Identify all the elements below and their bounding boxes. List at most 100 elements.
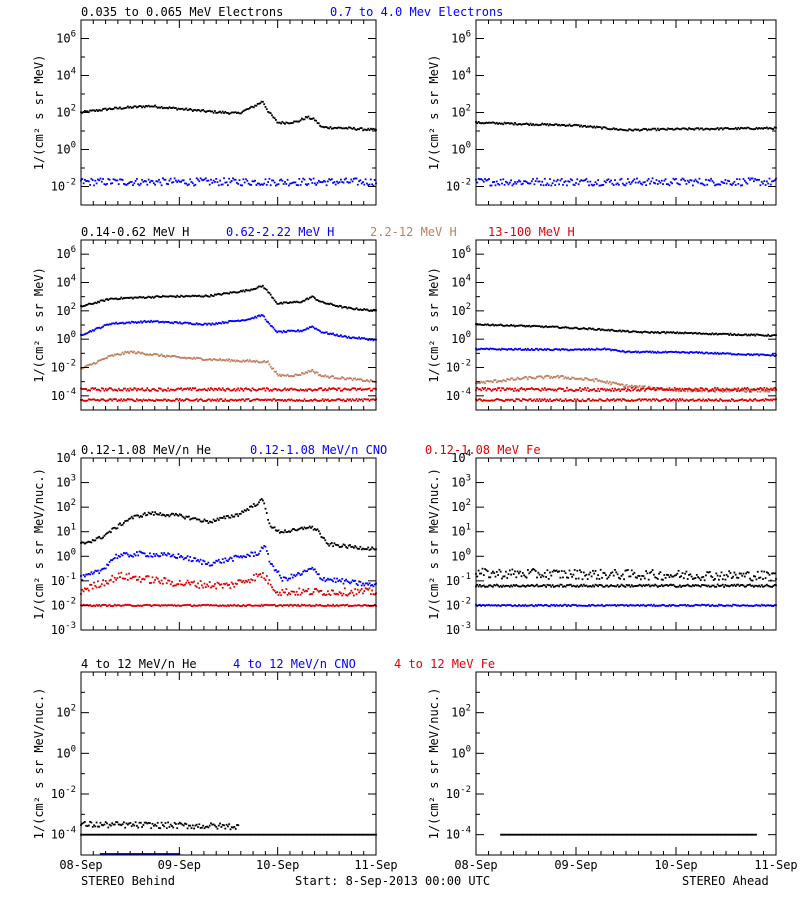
- data-point: [654, 387, 657, 390]
- data-point: [634, 350, 637, 353]
- data-point: [743, 353, 746, 356]
- data-point: [506, 181, 509, 184]
- data-point: [703, 389, 706, 392]
- data-point: [168, 106, 171, 109]
- data-point: [95, 302, 98, 305]
- data-point: [586, 387, 589, 389]
- data-point: [98, 399, 101, 402]
- data-point: [688, 584, 690, 587]
- data-point: [143, 552, 146, 555]
- data-point: [702, 398, 705, 401]
- data-point: [185, 515, 188, 518]
- data-point: [165, 604, 168, 607]
- data-point: [360, 604, 363, 607]
- data-point: [692, 578, 694, 580]
- data-point: [229, 516, 232, 519]
- data-point: [346, 594, 349, 597]
- data-point: [102, 579, 104, 582]
- data-point: [584, 124, 586, 127]
- data-point: [721, 128, 724, 131]
- data-point: [217, 605, 220, 608]
- data-point: [677, 585, 680, 588]
- data-point: [553, 586, 555, 588]
- data-point: [653, 351, 655, 354]
- data-point: [360, 182, 363, 185]
- data-point: [221, 400, 224, 402]
- data-point: [734, 334, 737, 336]
- data-point: [188, 398, 190, 401]
- data-point: [336, 592, 338, 595]
- data-point: [289, 182, 292, 185]
- data-point: [759, 387, 762, 389]
- data-point: [715, 572, 718, 575]
- data-point: [602, 399, 605, 402]
- data-point: [525, 576, 528, 579]
- data-point: [345, 594, 347, 596]
- data-point: [537, 349, 540, 352]
- data-point: [223, 400, 225, 402]
- data-point: [537, 124, 540, 127]
- data-point: [167, 387, 169, 390]
- data-point: [221, 558, 224, 561]
- data-point: [589, 585, 592, 587]
- data-point: [81, 588, 84, 591]
- data-point: [720, 388, 723, 391]
- data-point: [694, 387, 697, 390]
- data-point: [330, 333, 333, 335]
- data-point: [340, 377, 342, 380]
- data-point: [178, 513, 181, 516]
- data-point: [729, 128, 732, 130]
- data-point: [534, 123, 537, 126]
- data-point: [559, 327, 562, 329]
- data-point: [151, 354, 154, 356]
- data-point: [490, 348, 493, 350]
- plot-frame: [80, 239, 377, 411]
- data-point: [191, 182, 194, 185]
- data-point: [337, 387, 340, 390]
- data-point: [646, 572, 649, 575]
- data-point: [193, 580, 195, 583]
- data-point: [139, 296, 142, 299]
- data-point: [152, 105, 155, 108]
- data-point: [506, 122, 509, 124]
- data-point: [181, 389, 184, 392]
- data-point: [651, 584, 654, 587]
- data-point: [625, 330, 628, 333]
- data-point: [328, 333, 331, 335]
- data-point: [553, 348, 555, 351]
- data-point: [180, 583, 182, 586]
- data-point: [756, 585, 759, 588]
- data-point: [340, 334, 342, 337]
- data-point: [173, 584, 176, 587]
- data-point: [764, 398, 767, 400]
- data-point: [315, 571, 318, 573]
- data-point: [364, 604, 367, 606]
- data-point: [236, 291, 238, 294]
- data-point: [701, 584, 703, 586]
- data-point: [653, 332, 655, 334]
- data-point: [753, 398, 755, 401]
- data-point: [640, 388, 642, 391]
- data-point: [363, 380, 366, 382]
- data-point: [368, 183, 371, 186]
- data-point: [624, 351, 627, 354]
- data-point: [126, 398, 129, 400]
- data-point: [159, 321, 162, 323]
- data-point: [508, 324, 511, 327]
- data-point: [745, 399, 747, 402]
- data-point: [97, 580, 99, 583]
- data-point: [220, 517, 223, 519]
- data-point: [624, 586, 627, 588]
- data-point: [358, 378, 360, 381]
- data-point: [278, 330, 281, 333]
- data-point: [239, 387, 242, 390]
- data-point: [264, 545, 267, 548]
- data-point: [100, 537, 103, 540]
- data-point: [314, 588, 316, 590]
- data-point: [482, 399, 485, 402]
- data-point: [651, 398, 654, 401]
- data-point: [481, 381, 484, 384]
- data-point: [154, 400, 156, 402]
- data-point: [362, 547, 364, 550]
- data-point: [162, 390, 164, 392]
